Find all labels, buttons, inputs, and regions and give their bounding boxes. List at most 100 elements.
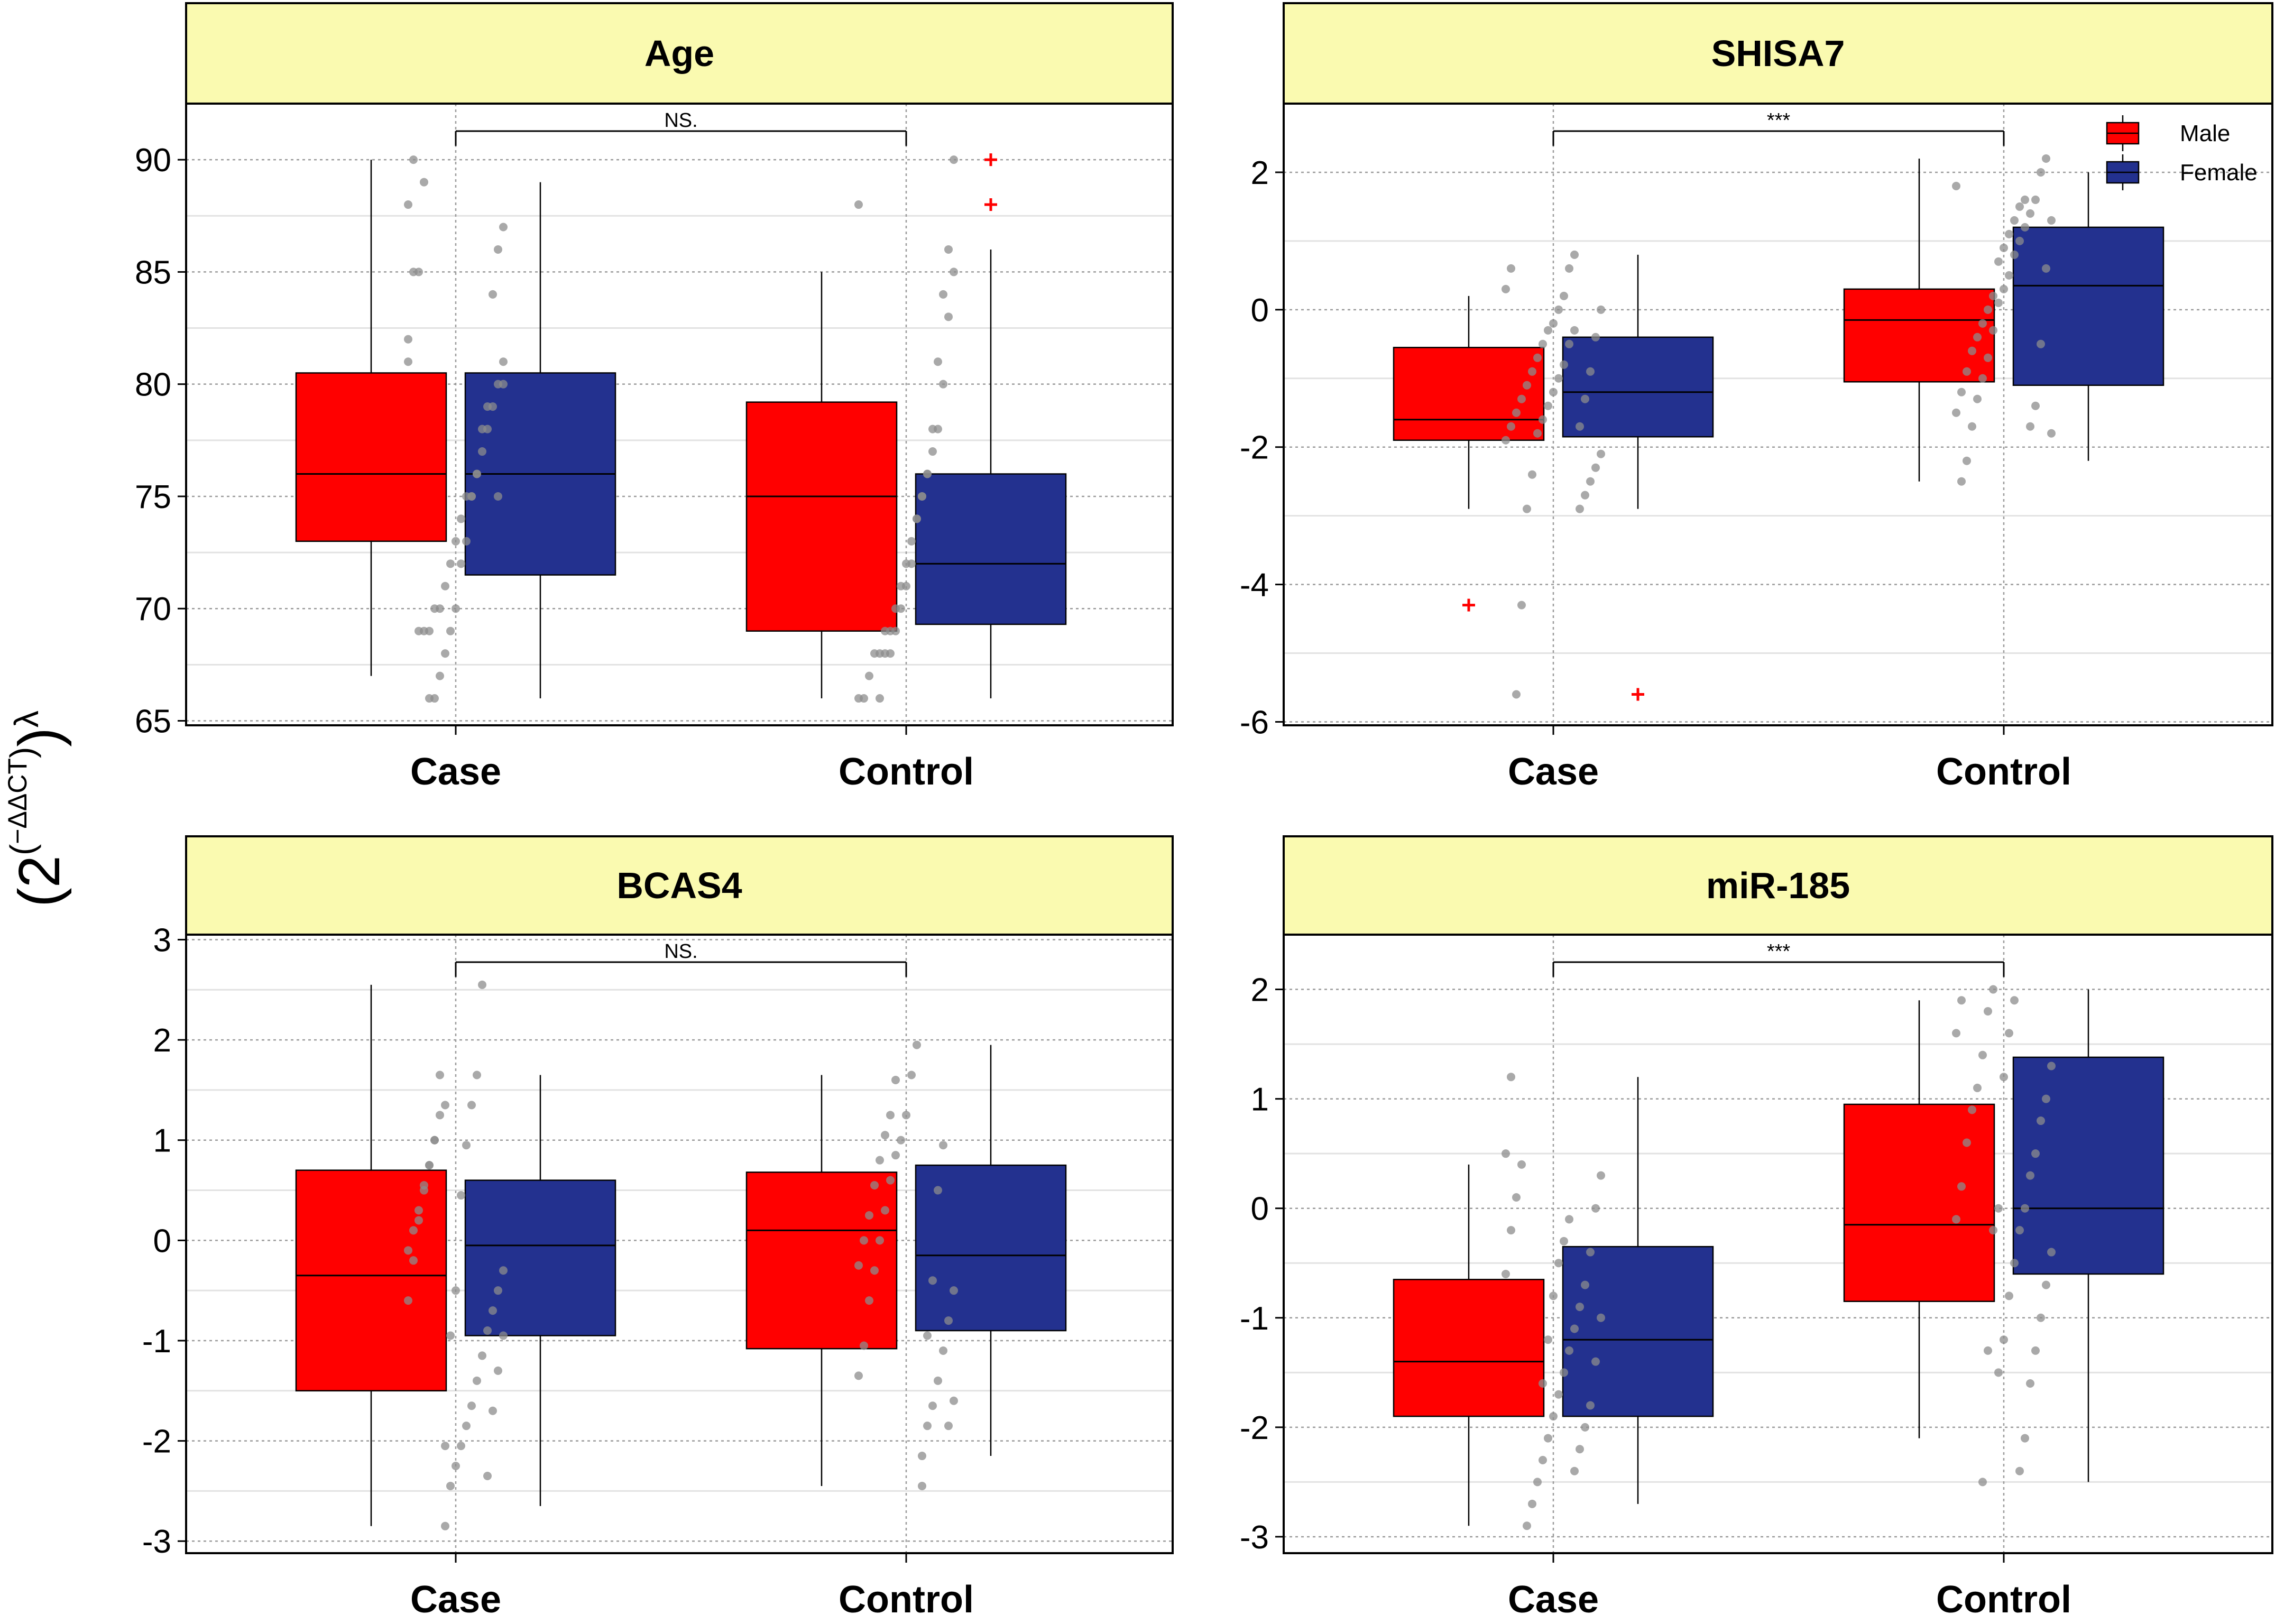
data-point [499, 380, 508, 389]
data-point [2000, 1073, 2008, 1082]
data-point [499, 1266, 508, 1275]
data-point [1973, 1083, 1982, 1092]
data-point [2000, 1335, 2008, 1344]
data-point [865, 1211, 873, 1220]
data-point [409, 155, 418, 164]
significance-label: NS. [664, 940, 697, 963]
data-point [1528, 470, 1536, 479]
y-tick-label: 3 [153, 922, 171, 958]
data-point [478, 980, 486, 989]
data-point [494, 492, 502, 501]
plot-frame [1283, 934, 2273, 1554]
data-point [1968, 422, 1976, 431]
data-point [1952, 1029, 1960, 1038]
data-point [1544, 1335, 1552, 1344]
data-point [1570, 326, 1579, 335]
data-point [2010, 996, 2019, 1005]
data-point [457, 514, 465, 523]
data-point [934, 1186, 942, 1195]
y-tick-label: 70 [135, 591, 171, 628]
data-point [467, 1101, 476, 1110]
data-point [918, 492, 926, 501]
data-point [415, 1206, 423, 1215]
y-tick-label: 0 [153, 1223, 171, 1259]
data-point [2031, 1149, 2040, 1158]
data-point [870, 649, 879, 658]
data-point [462, 1141, 471, 1150]
data-point [1570, 1324, 1579, 1333]
data-point [2021, 1204, 2029, 1213]
legend-label: Female [2180, 160, 2258, 186]
data-point [860, 1236, 868, 1245]
data-point [1544, 326, 1552, 335]
box-iqr [464, 1179, 616, 1336]
data-point [1978, 1478, 1987, 1487]
data-point [1963, 456, 1971, 465]
x-tick-label: Control [839, 751, 974, 793]
data-point [2026, 209, 2034, 218]
ylabel-exp-close: ) [3, 747, 41, 758]
panel-title: Age [644, 33, 714, 74]
data-point [452, 1286, 460, 1295]
data-point [1560, 1237, 1568, 1245]
data-point [854, 200, 863, 209]
data-point [1984, 1007, 1992, 1016]
data-point [404, 1246, 412, 1255]
box-male-case [1393, 296, 1545, 612]
data-point [436, 1111, 444, 1120]
data-point [499, 357, 508, 366]
y-tick-label: -2 [142, 1424, 171, 1460]
data-point [1591, 333, 1600, 342]
box-male-case [1393, 1164, 1545, 1526]
data-point [2037, 1116, 2045, 1125]
outlier-marker [1462, 598, 1475, 612]
data-point [415, 1216, 423, 1225]
data-point [483, 402, 492, 411]
data-point [1968, 1105, 1976, 1114]
box-iqr [1562, 336, 1714, 438]
strip-background [185, 835, 1174, 936]
data-point [897, 604, 905, 613]
data-point [420, 178, 428, 187]
data-point [1554, 305, 1563, 314]
data-point [1586, 477, 1595, 486]
data-point [1554, 1259, 1563, 1268]
data-point [950, 1396, 958, 1405]
plot-frame [1283, 103, 2273, 726]
data-point [2000, 243, 2008, 252]
data-point [870, 1266, 879, 1275]
data-point [2047, 1062, 2056, 1071]
y-tick-label: -6 [1240, 705, 1269, 741]
data-point [1539, 1455, 1547, 1464]
data-point [1549, 1291, 1558, 1300]
data-point [1517, 1160, 1526, 1169]
data-point [2037, 339, 2045, 348]
data-point [1507, 1226, 1515, 1235]
data-point [891, 1151, 900, 1160]
legend: Male Female [2106, 115, 2258, 190]
data-point [2005, 1291, 2013, 1300]
data-point [1517, 394, 1526, 403]
data-point [944, 245, 953, 254]
data-point [1507, 1073, 1515, 1082]
data-point [2031, 195, 2040, 204]
data-point [2005, 229, 2013, 238]
data-point [489, 1406, 497, 1415]
data-point [452, 1462, 460, 1471]
data-point [881, 1206, 889, 1215]
data-point [452, 604, 460, 613]
data-point [452, 537, 460, 546]
data-point [865, 671, 873, 680]
data-point [1560, 291, 1568, 300]
data-point [1565, 264, 1573, 273]
data-point [1565, 339, 1573, 348]
y-tick-label: 80 [135, 367, 171, 403]
data-point [404, 335, 412, 344]
data-point [462, 1422, 471, 1431]
data-point [1973, 394, 1982, 403]
y-tick-label: -3 [1240, 1519, 1269, 1556]
data-point [2010, 216, 2019, 225]
data-point [1565, 1215, 1573, 1224]
data-point [1989, 326, 1997, 335]
data-point [441, 1521, 449, 1530]
